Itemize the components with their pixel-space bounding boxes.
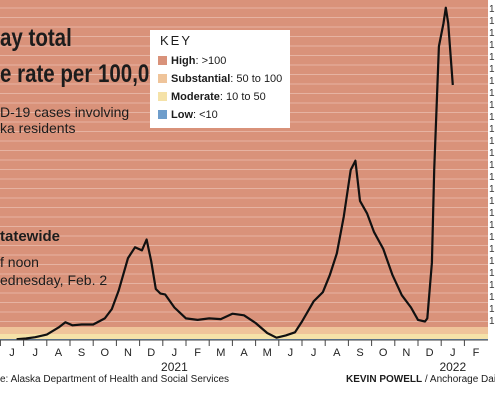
chart-subtitle-line2: ka residents [0, 120, 76, 136]
y-tick-label: 1 [489, 88, 495, 99]
y-tick-label: 1 [489, 112, 495, 123]
x-tick-label: A [333, 347, 341, 359]
x-tick-label: N [124, 347, 132, 359]
x-tick-label: A [55, 347, 63, 359]
x-tick-label: S [78, 347, 85, 359]
credit-line: KEVIN POWELL / Anchorage Daily [346, 374, 495, 385]
legend-item-moderate: Moderate: 10 to 50 [158, 91, 266, 103]
y-tick-label: 1 [489, 268, 495, 279]
legend-swatch-low [158, 110, 167, 119]
region-label: tatewide [0, 228, 61, 245]
legend-item-substantial: Substantial: 50 to 100 [158, 73, 282, 85]
x-tick-label: O [379, 347, 388, 359]
y-tick-label: 1 [489, 148, 495, 159]
y-tick-label: 1 [489, 292, 495, 303]
series-layer [16, 6, 454, 341]
x-tick-label: O [101, 347, 110, 359]
chart-subtitle-line1: D-19 cases involving [0, 104, 130, 120]
chart-title-line1: ay total [0, 24, 72, 52]
x-tick-label: J [311, 347, 317, 359]
y-tick-label: 1 [489, 232, 495, 243]
y-tick-label: 1 [489, 160, 495, 171]
y-tick-label: 1 [489, 208, 495, 219]
y-tick-label: 1 [489, 244, 495, 255]
band-moderate [0, 334, 488, 339]
y-tick-label: 1 [489, 4, 495, 15]
x-axis-ticks [0, 339, 488, 346]
chart-title-line2: e rate per 100,000 [0, 60, 173, 88]
y-tick-label: 1 [489, 316, 495, 327]
y-tick-label: 1 [489, 100, 495, 111]
year-label: 2022 [439, 360, 466, 374]
x-tick-label: S [356, 347, 363, 359]
x-tick-label: J [288, 347, 294, 359]
y-tick-label: 1 [489, 28, 495, 39]
x-tick-label: J [32, 347, 38, 359]
x-tick-label: J [172, 347, 178, 359]
y-tick-label: 1 [489, 52, 495, 63]
legend-range-substantial: 50 to 100 [236, 73, 283, 85]
x-tick-label: M [216, 347, 225, 359]
y-tick-label: 1 [489, 172, 495, 183]
x-tick-label: F [194, 347, 201, 359]
legend-range-moderate: 10 to 50 [226, 91, 266, 103]
x-tick-label: D [426, 347, 434, 359]
y-tick-label: 1 [489, 220, 495, 231]
series-line-0 [16, 6, 454, 341]
credit-name: KEVIN POWELL [346, 374, 423, 385]
y-tick-label: 1 [489, 256, 495, 267]
x-tick-label: N [402, 347, 410, 359]
x-tick-label: F [473, 347, 480, 359]
legend-swatch-high [158, 56, 167, 65]
legend-name-high: High [171, 55, 196, 67]
legend-title: KEY [160, 33, 193, 48]
band-substantial [0, 327, 488, 334]
legend-name-moderate: Moderate [171, 91, 220, 103]
x-tick-label: J [9, 347, 15, 359]
credit-outlet: / Anchorage Daily [424, 374, 495, 385]
year-label: 2021 [161, 360, 188, 374]
y-tick-label: 1 [489, 304, 495, 315]
legend-range-high: >100 [201, 55, 227, 67]
legend-name-substantial: Substantial [171, 73, 231, 85]
legend-item-high: High: >100 [158, 55, 226, 67]
y-tick-label: 1 [489, 280, 495, 291]
legend-swatch-substantial [158, 74, 167, 83]
legend-swatch-moderate [158, 92, 167, 101]
y-tick-label: 1 [489, 76, 495, 87]
y-tick-label: 1 [489, 16, 495, 27]
y-tick-label: 1 [489, 124, 495, 135]
y-tick-label: 1 [489, 184, 495, 195]
x-axis-labels: J J A S O N D J F M A M J J A S O N D J F 2021 2022 [9, 347, 479, 374]
y-tick-label: 1 [489, 136, 495, 147]
legend-item-low: Low: <10 [158, 109, 218, 121]
x-tick-label: D [147, 347, 155, 359]
y-tick-label: 1 [489, 40, 495, 51]
legend-range-low: <10 [199, 109, 218, 121]
legend: KEY High: >100 Substantial: 50 to 100 Mo… [150, 30, 290, 128]
x-tick-label: A [240, 347, 248, 359]
x-tick-label: M [263, 347, 272, 359]
legend-name-low: Low [171, 109, 193, 121]
y-tick-label: 1 [489, 196, 495, 207]
y-tick-label: 1 [489, 64, 495, 75]
as-of-line2: ednesday, Feb. 2 [0, 272, 108, 288]
source-note: e: Alaska Department of Health and Socia… [0, 374, 230, 385]
as-of-line1: f noon [0, 254, 39, 270]
x-tick-label: J [450, 347, 456, 359]
